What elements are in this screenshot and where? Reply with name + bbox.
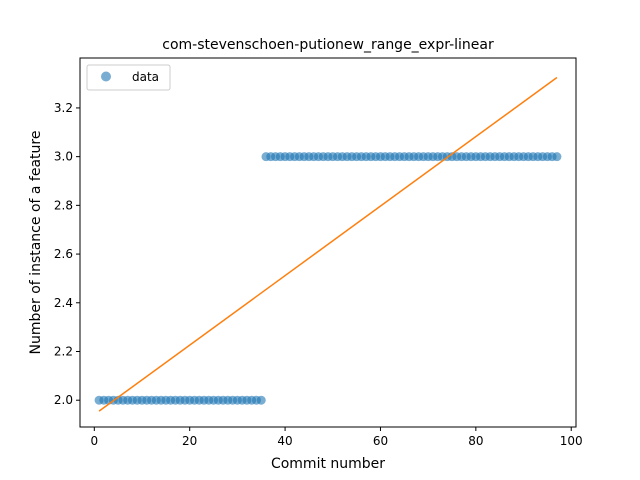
x-tick-label: 80 (468, 434, 483, 448)
x-tick-label: 60 (373, 434, 388, 448)
legend: data (86, 64, 171, 91)
fit-line (98, 76, 558, 412)
y-tick-label: 3.2 (54, 101, 73, 115)
x-tick-label: 100 (560, 434, 583, 448)
x-axis-label: Commit number (271, 456, 385, 472)
legend-label-data: data (132, 70, 159, 84)
x-tick-label: 0 (90, 434, 98, 448)
y-tick-label: 2.0 (54, 393, 73, 407)
y-tick-label: 2.2 (54, 344, 73, 358)
chart-title: com-stevenschoen-putionew_range_expr-lin… (162, 37, 494, 53)
y-axis-ticks: 2.0 2.2 2.4 2.6 2.8 3.0 3.2 (54, 101, 80, 407)
y-tick-label: 3.0 (54, 150, 73, 164)
y-tick-label: 2.6 (54, 247, 73, 261)
data-point (552, 152, 562, 162)
x-tick-label: 40 (277, 434, 292, 448)
x-axis-ticks: 0 20 40 60 80 100 (90, 427, 583, 448)
legend-box (86, 64, 171, 91)
legend-marker-data (101, 71, 111, 82)
data-point (256, 395, 266, 405)
y-axis-label: Number of instance of a feature (28, 131, 44, 355)
y-tick-label: 2.8 (54, 198, 73, 212)
y-tick-label: 2.4 (54, 296, 73, 310)
x-tick-label: 20 (182, 434, 197, 448)
plot-frame (79, 57, 577, 428)
plot-marks (94, 76, 562, 412)
